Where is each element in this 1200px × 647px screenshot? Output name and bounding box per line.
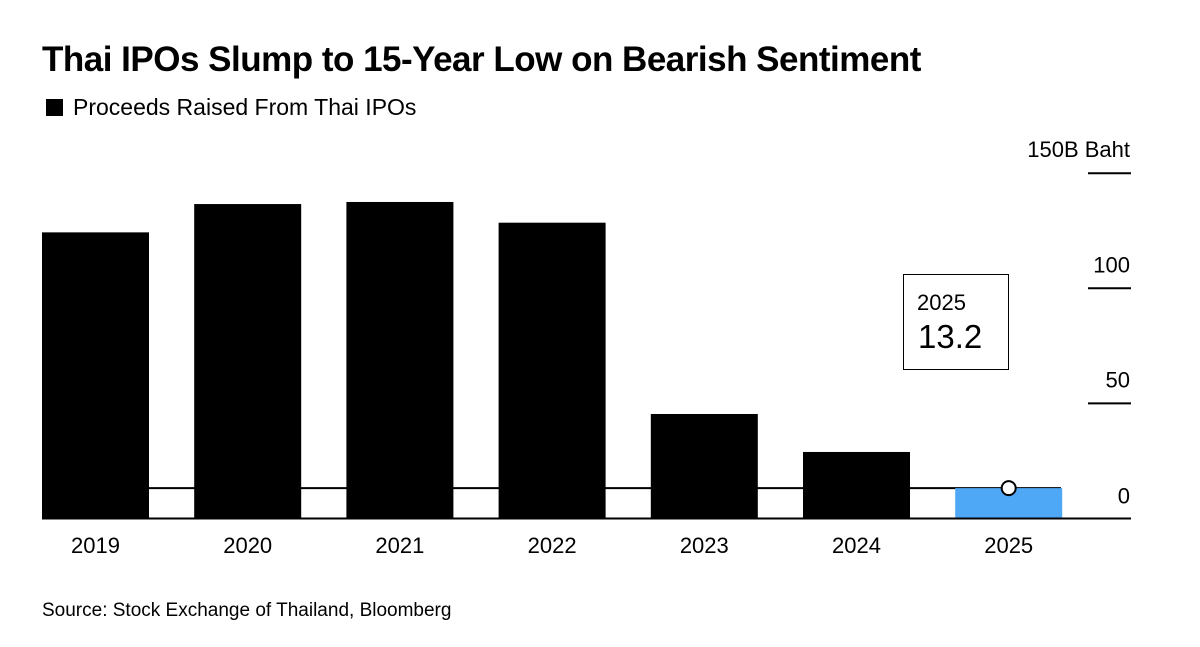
y-tick-label-100: 100: [1093, 252, 1130, 277]
annotation-value: 13.2: [918, 318, 982, 355]
legend-label: Proceeds Raised From Thai IPOs: [73, 94, 417, 120]
source-note: Source: Stock Exchange of Thailand, Bloo…: [42, 600, 452, 621]
bar-2019: [42, 232, 149, 519]
x-tick-label-2022: 2022: [528, 533, 577, 558]
y-tick-label-150: 150B Baht: [1027, 137, 1130, 162]
bar-2023: [650, 413, 758, 519]
y-tick-label-0: 0: [1118, 484, 1130, 509]
bar-2021: [346, 201, 454, 519]
x-tick-label-2025: 2025: [984, 533, 1033, 558]
bar-2020: [194, 204, 302, 519]
bar-2024: [803, 451, 910, 519]
x-tick-label-2021: 2021: [375, 533, 424, 558]
legend-swatch: [46, 99, 63, 116]
chart-title: Thai IPOs Slump to 15-Year Low on Bearis…: [42, 40, 921, 79]
x-tick-label-2024: 2024: [832, 533, 881, 558]
legend: Proceeds Raised From Thai IPOs: [46, 94, 416, 121]
annotation-box: [903, 274, 1009, 370]
x-tick-label-2019: 2019: [71, 533, 120, 558]
value-marker: [1000, 480, 1017, 497]
x-tick-label-2020: 2020: [223, 533, 272, 558]
annotation-label: 2025: [917, 290, 966, 315]
bar-2022: [498, 222, 606, 519]
x-tick-label-2023: 2023: [680, 533, 729, 558]
y-tick-label-50: 50: [1106, 367, 1130, 392]
